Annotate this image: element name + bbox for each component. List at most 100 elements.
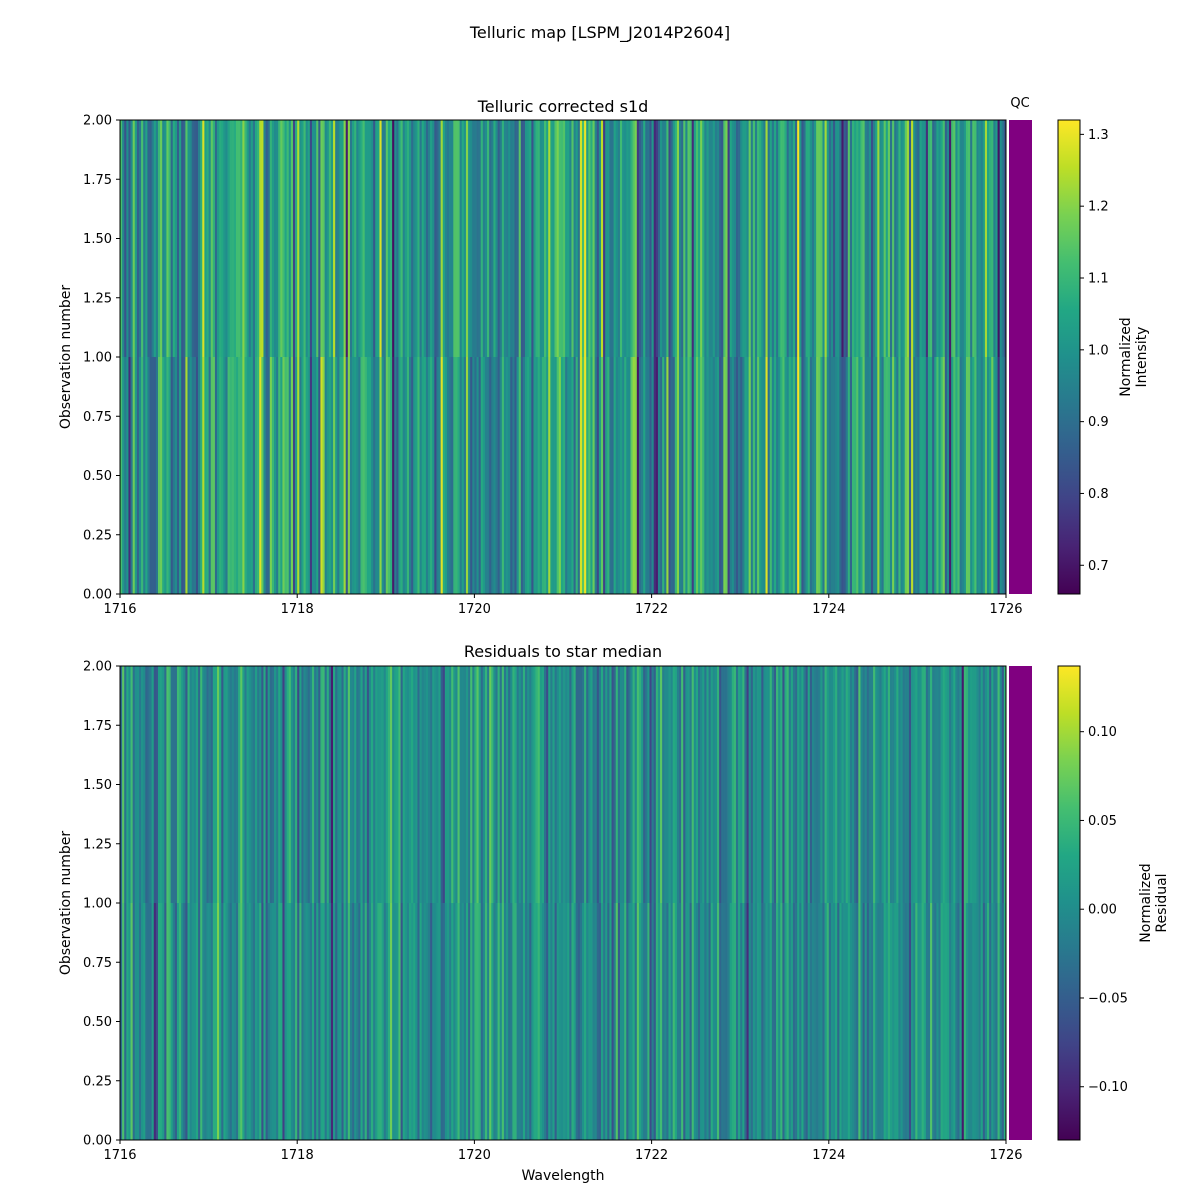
heatmap-cell (191, 666, 195, 903)
heatmap-cell (801, 903, 804, 1140)
heatmap-cell (712, 903, 716, 1140)
heatmap-cell (1001, 903, 1005, 1140)
heatmap-cell (854, 666, 857, 903)
heatmap-cell (546, 357, 549, 594)
heatmap-cell (425, 357, 429, 594)
heatmap-cell (461, 357, 465, 594)
heatmap-cell (622, 666, 625, 903)
heatmap-cell (828, 666, 832, 903)
heatmap-cell (537, 120, 541, 357)
heatmap-cell (305, 666, 309, 903)
heatmap-cell (714, 120, 718, 357)
heatmap-cell (358, 666, 361, 903)
heatmap-cell (968, 666, 971, 903)
heatmap-cell (560, 357, 564, 594)
heatmap-cell (579, 120, 583, 357)
heatmap-cell (807, 357, 811, 594)
heatmap-cell (900, 357, 903, 594)
heatmap-cell (750, 903, 754, 1140)
heatmap-cell (221, 666, 224, 903)
heatmap-cell (873, 903, 876, 1140)
heatmap-cell (605, 666, 608, 903)
y-tick-label: 1.75 (83, 719, 112, 734)
heatmap-cell (900, 120, 903, 357)
heatmap-cell (248, 666, 252, 903)
heatmap-cell (176, 903, 180, 1140)
heatmap-cell (657, 120, 661, 357)
heatmap-cell (185, 903, 188, 1140)
heatmap-cell (989, 357, 992, 594)
heatmap-cell (343, 120, 347, 357)
heatmap-cell (708, 903, 712, 1140)
heatmap-cell (816, 666, 819, 903)
heatmap-cell (942, 120, 946, 357)
heatmap-cell (541, 357, 545, 594)
heatmap-cell (605, 903, 608, 1140)
heatmap-cell (470, 357, 473, 594)
heatmap-cell (974, 903, 977, 1140)
heatmap-cell (761, 666, 764, 903)
heatmap-cell (894, 903, 897, 1140)
heatmap-cell (643, 120, 646, 357)
colorbar-gradient (1057, 119, 1081, 595)
heatmap-cell (953, 357, 956, 594)
heatmap-cell (151, 903, 155, 1140)
heatmap-cell (978, 120, 982, 357)
heatmap-cell (991, 903, 994, 1140)
heatmap-cell (356, 120, 359, 357)
heatmap-cell (339, 666, 342, 903)
heatmap-cell (769, 666, 773, 903)
heatmap-cell (847, 666, 851, 903)
heatmap-cell (503, 666, 507, 903)
heatmap-cell (489, 120, 492, 357)
heatmap-cell (341, 903, 344, 1140)
heatmap-cell (733, 903, 737, 1140)
heatmap-cell (742, 120, 745, 357)
heatmap-cell (217, 903, 220, 1140)
heatmap-cell (238, 357, 241, 594)
heatmap-cell (908, 666, 912, 903)
heatmap-cell (826, 357, 830, 594)
y-tick-label: 0.00 (83, 588, 112, 603)
heatmap-cell (636, 903, 640, 1140)
heatmap-cell (368, 120, 372, 357)
x-tick-label: 1720 (458, 1148, 491, 1163)
heatmap-cell (868, 903, 872, 1140)
heatmap-cell (457, 666, 460, 903)
heatmap-cell (440, 903, 444, 1140)
heatmap-cell (491, 666, 494, 903)
heatmap-cell (210, 357, 214, 594)
heatmap-cell (877, 666, 880, 903)
heatmap-cell (303, 120, 306, 357)
heatmap-cell (176, 120, 180, 357)
heatmap-cell (463, 357, 467, 594)
heatmap-cell (269, 666, 273, 903)
heatmap-cell (455, 666, 458, 903)
heatmap-cell (997, 120, 1001, 357)
heatmap-cell (210, 120, 214, 357)
heatmap-cell (721, 357, 724, 594)
heatmap-cell (689, 666, 693, 903)
heatmap-cell (957, 120, 960, 357)
heatmap-cell (529, 666, 532, 903)
heatmap-cell (229, 120, 233, 357)
heatmap-cell (575, 120, 579, 357)
heatmap-cell (714, 666, 718, 903)
heatmap-cell (729, 903, 733, 1140)
heatmap-cell (282, 357, 285, 594)
heatmap-cell (757, 903, 760, 1140)
heatmap-cell (518, 120, 522, 357)
heatmap-cell (181, 666, 184, 903)
heatmap-cell (274, 666, 277, 903)
heatmap-cell (685, 903, 688, 1140)
heatmap-cell (324, 357, 328, 594)
heatmap-cell (786, 903, 790, 1140)
heatmap-cell (284, 666, 287, 903)
heatmap-cell (164, 120, 167, 357)
heatmap-cell (809, 666, 813, 903)
heatmap-cell (404, 120, 408, 357)
heatmap-cell (223, 666, 226, 903)
heatmap-cell (320, 903, 323, 1140)
heatmap-cell (603, 903, 606, 1140)
heatmap-cell (877, 903, 880, 1140)
